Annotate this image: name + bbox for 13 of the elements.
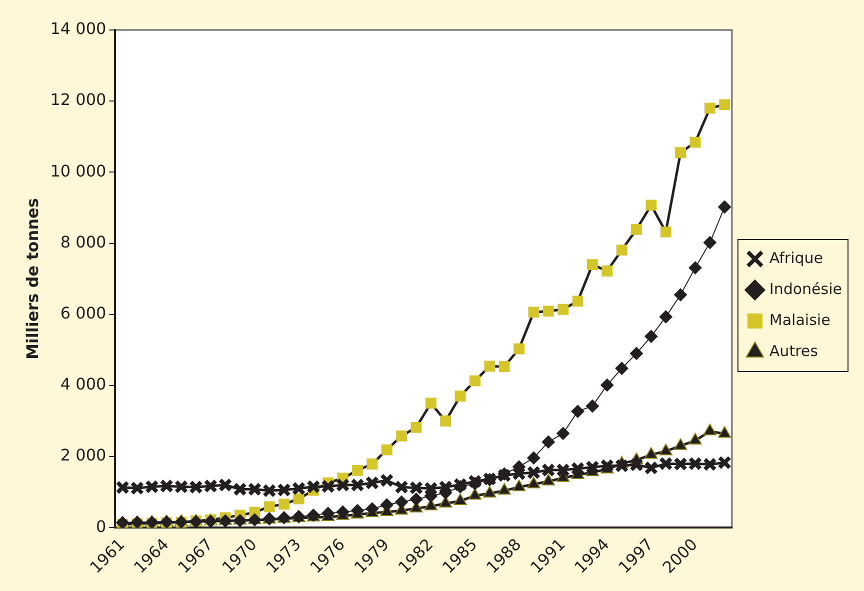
y-tick-label: 4 000 <box>60 374 106 394</box>
y-tick-label: 0 <box>96 516 106 536</box>
y-tick-label: 14 000 <box>50 19 106 38</box>
legend-label: Afrique <box>769 248 824 267</box>
y-tick-label: 6 000 <box>60 304 106 323</box>
y-tick-label: 8 000 <box>60 232 106 252</box>
legend-label: Indonésie <box>769 280 842 298</box>
legend-label: Malaisie <box>769 310 830 329</box>
y-tick-label: 10 000 <box>50 161 106 180</box>
y-tick-label: 12 000 <box>50 90 106 110</box>
y-tick-label: 2 000 <box>60 446 106 465</box>
legend-label: Autres <box>769 342 818 360</box>
y-axis-title: Milliers de tonnes <box>22 198 42 360</box>
